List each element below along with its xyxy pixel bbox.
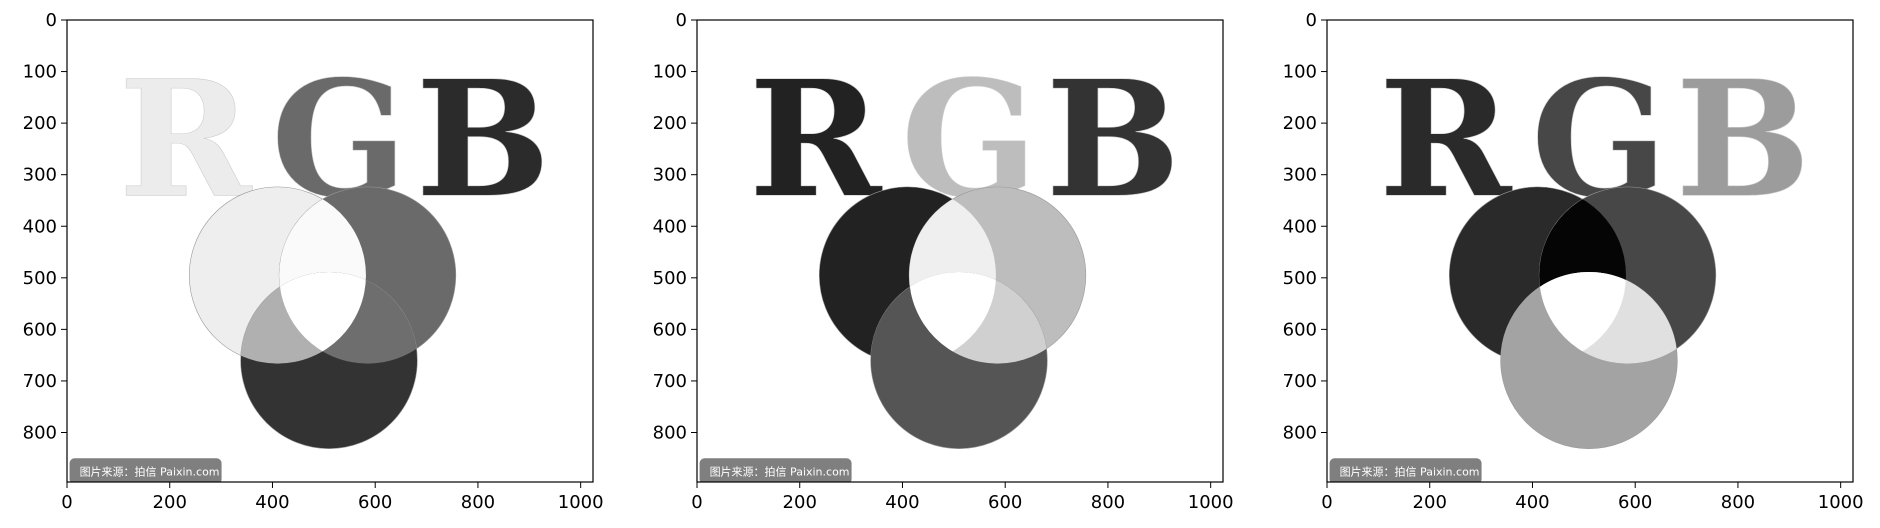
y-tick-label: 800 xyxy=(653,423,687,444)
y-tick-label: 800 xyxy=(1283,423,1317,444)
letter-r: R xyxy=(1379,45,1513,233)
y-tick-label: 0 xyxy=(676,10,687,31)
y-tick-label: 500 xyxy=(23,268,57,289)
letter-b: B xyxy=(1675,45,1810,233)
x-axis: 0 200 400 600 800 1000 xyxy=(61,482,604,513)
x-tick-label: 400 xyxy=(885,492,919,513)
axes-frame xyxy=(696,19,1224,483)
y-tick-label: 200 xyxy=(23,113,57,134)
x-tick-label: 0 xyxy=(61,492,72,513)
y-tick-label: 100 xyxy=(1283,62,1317,83)
y-tick-label: 800 xyxy=(23,423,57,444)
x-tick-label: 400 xyxy=(255,492,289,513)
letter-b: B xyxy=(415,45,550,233)
x-tick-label: 200 xyxy=(783,492,817,513)
x-tick-label: 1000 xyxy=(1188,492,1234,513)
y-tick-label: 100 xyxy=(653,62,687,83)
watermark-badge xyxy=(699,458,852,482)
x-tick-label: 0 xyxy=(691,492,702,513)
y-tick-label: 400 xyxy=(23,216,57,237)
x-axis: 0 200 400 600 800 1000 xyxy=(691,482,1234,513)
y-tick-label: 600 xyxy=(1283,319,1317,340)
x-tick-label: 800 xyxy=(1091,492,1125,513)
y-tick-label: 0 xyxy=(46,10,57,31)
watermark-badge xyxy=(1329,458,1482,482)
y-axis: 0 100 200 300 400 500 600 700 800 xyxy=(23,10,67,444)
x-tick-label: 200 xyxy=(1413,492,1447,513)
letter-b: B xyxy=(1045,45,1180,233)
y-axis: 0 100 200 300 400 500 600 700 800 xyxy=(1283,10,1327,444)
x-tick-label: 600 xyxy=(1618,492,1652,513)
watermark-badge xyxy=(69,458,222,482)
y-tick-label: 200 xyxy=(653,113,687,134)
y-tick-label: 700 xyxy=(1283,371,1317,392)
x-tick-label: 1000 xyxy=(558,492,604,513)
x-tick-label: 800 xyxy=(461,492,495,513)
y-tick-label: 100 xyxy=(23,62,57,83)
x-tick-label: 400 xyxy=(1515,492,1549,513)
y-tick-label: 700 xyxy=(653,371,687,392)
axes-frame xyxy=(66,19,594,483)
y-tick-label: 600 xyxy=(653,319,687,340)
y-tick-label: 0 xyxy=(1306,10,1317,31)
y-tick-label: 300 xyxy=(1283,165,1317,186)
y-tick-label: 600 xyxy=(23,319,57,340)
y-tick-label: 300 xyxy=(653,165,687,186)
watermark-text: 图片来源：拍信 Paixin.com xyxy=(80,464,220,478)
y-tick-label: 300 xyxy=(23,165,57,186)
x-tick-label: 600 xyxy=(988,492,1022,513)
x-tick-label: 800 xyxy=(1721,492,1755,513)
y-tick-label: 400 xyxy=(1283,216,1317,237)
x-tick-label: 1000 xyxy=(1818,492,1864,513)
y-tick-label: 200 xyxy=(1283,113,1317,134)
y-tick-label: 400 xyxy=(653,216,687,237)
x-tick-label: 200 xyxy=(153,492,187,513)
y-tick-label: 500 xyxy=(1283,268,1317,289)
y-tick-label: 500 xyxy=(653,268,687,289)
axes-frame xyxy=(1326,19,1854,483)
watermark-text: 图片来源：拍信 Paixin.com xyxy=(1340,464,1480,478)
watermark-text: 图片来源：拍信 Paixin.com xyxy=(710,464,850,478)
y-axis: 0 100 200 300 400 500 600 700 800 xyxy=(653,10,697,444)
x-tick-label: 600 xyxy=(358,492,392,513)
y-tick-label: 700 xyxy=(23,371,57,392)
x-axis: 0 200 400 600 800 1000 xyxy=(1321,482,1864,513)
x-tick-label: 0 xyxy=(1321,492,1332,513)
